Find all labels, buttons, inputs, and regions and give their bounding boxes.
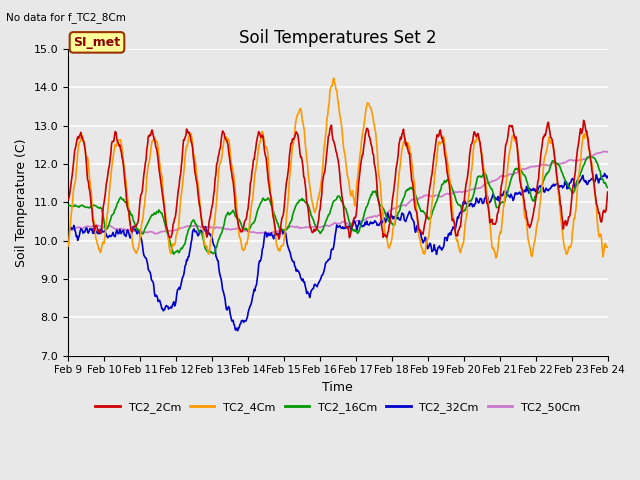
X-axis label: Time: Time (323, 381, 353, 394)
Text: SI_met: SI_met (74, 36, 120, 49)
Title: Soil Temperatures Set 2: Soil Temperatures Set 2 (239, 29, 436, 48)
Y-axis label: Soil Temperature (C): Soil Temperature (C) (15, 138, 28, 266)
Legend: TC2_2Cm, TC2_4Cm, TC2_16Cm, TC2_32Cm, TC2_50Cm: TC2_2Cm, TC2_4Cm, TC2_16Cm, TC2_32Cm, TC… (91, 398, 585, 418)
Text: No data for f_TC2_8Cm: No data for f_TC2_8Cm (6, 12, 126, 23)
